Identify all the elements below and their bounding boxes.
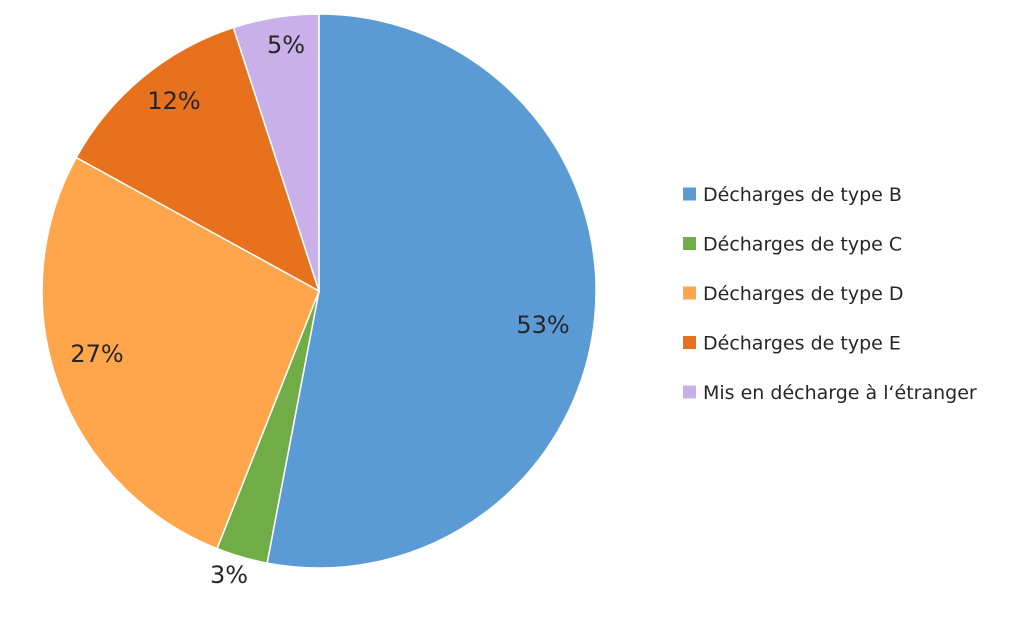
legend-swatch — [683, 286, 696, 300]
legend-item-decharges-de-type-e: Décharges de type E — [683, 333, 901, 355]
legend-swatch — [683, 336, 696, 349]
pie-value-label-decharges-de-type-b: 53% — [516, 311, 569, 339]
legend-label: Mis en décharge à l‘étranger — [703, 382, 977, 404]
pie-slice-decharges-de-type-d — [41, 156, 320, 550]
legend-label: Décharges de type E — [703, 333, 901, 355]
legend-swatch — [683, 385, 696, 399]
legend-swatch — [683, 237, 696, 250]
legend-item-mis-en-decharge-a-l-etranger: Mis en décharge à l‘étranger — [683, 382, 977, 404]
pie-value-label-decharges-de-type-e: 12% — [147, 87, 200, 115]
pie-slice-mis-en-decharge-a-l-etranger — [232, 13, 320, 292]
pie-value-label-decharges-de-type-c: 3% — [210, 561, 248, 589]
pie-slice-decharges-de-type-e — [75, 26, 321, 293]
legend-label: Décharges de type D — [703, 283, 904, 305]
legend-item-decharges-de-type-c: Décharges de type C — [683, 234, 902, 256]
pie-value-label-decharges-de-type-d: 27% — [70, 340, 123, 368]
legend-swatch — [683, 187, 696, 201]
legend-label: Décharges de type C — [703, 234, 902, 256]
legend-item-decharges-de-type-b: Décharges de type B — [683, 184, 902, 206]
legend-item-decharges-de-type-d: Décharges de type D — [683, 283, 904, 305]
pie-value-label-mis-en-decharge-a-l-etranger: 5% — [267, 31, 305, 59]
legend-label: Décharges de type B — [703, 184, 902, 206]
pie-slice-decharges-de-type-b — [266, 13, 597, 569]
pie-value-labels: 53% 3% 27% 12% 5% — [70, 31, 569, 589]
legend: Décharges de type B Décharges de type C Dé… — [683, 184, 977, 404]
pie-slices — [41, 13, 597, 569]
